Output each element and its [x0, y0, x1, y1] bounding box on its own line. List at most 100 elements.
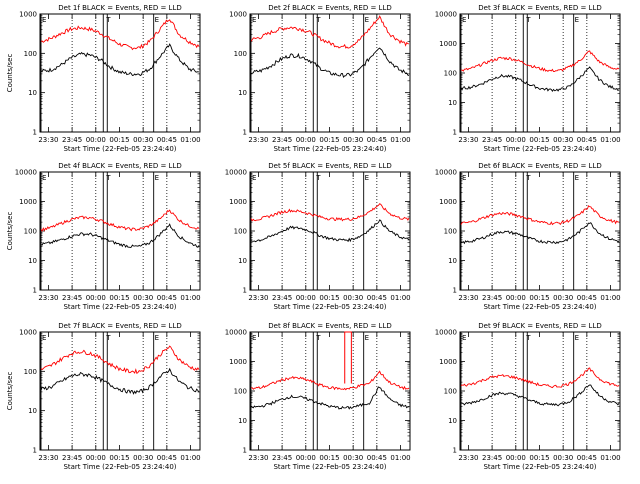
marker-label: T: [315, 174, 321, 182]
x-tick-label: 00:45: [577, 294, 597, 302]
marker-label: T: [525, 174, 531, 182]
x-axis-label: Start Time (22-Feb-05 23:24:40): [63, 145, 176, 153]
y-tick-label: 100: [234, 388, 247, 396]
x-tick-label: 00:15: [529, 454, 549, 462]
x-tick-label: 00:45: [577, 454, 597, 462]
y-tick-label: 100: [234, 228, 247, 236]
panel-title: Det 6f BLACK = Events, RED = LLD: [478, 162, 601, 170]
transition-marker-band: [312, 13, 318, 133]
panel-title: Det 3f BLACK = Events, RED = LLD: [478, 4, 601, 12]
x-tick-label: 01:00: [600, 294, 620, 302]
x-tick-label: 00:15: [529, 294, 549, 302]
panel-det-1: Det 1f BLACK = Events, RED = LLD 1 10 100 10…: [6, 4, 201, 153]
x-tick-label: 01:00: [600, 136, 620, 144]
x-axis-label: Start Time (22-Feb-05 23:24:40): [483, 303, 596, 311]
marker-label: T: [315, 334, 321, 342]
y-axis-label: Counts/sec: [6, 372, 14, 411]
y-tick-label: 10: [28, 257, 37, 265]
plot-frame: [249, 171, 411, 291]
plot-frame: [459, 171, 621, 291]
plot-frame: [249, 13, 411, 133]
x-tick-label: 23:30: [458, 294, 478, 302]
x-tick-label: 23:30: [248, 454, 268, 462]
y-tick-label: 1000: [439, 40, 457, 48]
x-tick-label: 00:30: [343, 294, 363, 302]
x-tick-label: 00:30: [133, 454, 153, 462]
x-tick-label: 23:45: [482, 294, 502, 302]
y-tick-label: 100: [24, 50, 37, 58]
y-tick-label: 10: [448, 417, 457, 425]
x-tick-label: 00:15: [529, 136, 549, 144]
x-axis-label: Start Time (22-Feb-05 23:24:40): [273, 145, 386, 153]
y-tick-label: 100: [444, 70, 457, 78]
y-tick-label: 1: [33, 287, 37, 295]
x-tick-label: 00:00: [296, 136, 316, 144]
x-tick-label: 23:45: [62, 294, 82, 302]
panel-det-9: Det 9f BLACK = Events, RED = LLD 1 10 100 10…: [435, 322, 621, 471]
lld-series-red: [250, 203, 410, 222]
marker-label: E: [462, 16, 466, 24]
x-tick-label: 23:30: [38, 294, 58, 302]
plot-frame: [39, 331, 201, 451]
x-tick-label: 23:45: [272, 136, 292, 144]
lld-series-red: [460, 50, 620, 73]
plot-frame: [459, 331, 621, 451]
x-tick-label: 00:45: [157, 454, 177, 462]
marker-label: E: [42, 334, 46, 342]
x-tick-label: 00:00: [86, 136, 106, 144]
x-axis-label: Start Time (22-Feb-05 23:24:40): [483, 145, 596, 153]
events-series-black: [40, 223, 200, 248]
x-tick-label: 00:45: [577, 136, 597, 144]
y-tick-label: 1000: [439, 358, 457, 366]
y-tick-label: 10: [28, 89, 37, 97]
y-tick-label: 100: [24, 368, 37, 376]
panel-det-8: Det 8f BLACK = Events, RED = LLD 1 10 100 10…: [225, 322, 411, 471]
events-series-black: [461, 384, 620, 407]
transition-marker-band: [522, 171, 528, 291]
y-tick-label: 10000: [225, 169, 247, 177]
y-tick-label: 1: [33, 129, 37, 137]
plot-frame: [39, 171, 201, 291]
y-tick-label: 1: [243, 447, 247, 455]
x-tick-label: 00:30: [553, 294, 573, 302]
panel-title: Det 5f BLACK = Events, RED = LLD: [268, 162, 391, 170]
y-tick-label: 1000: [19, 11, 37, 19]
lld-series-red: [460, 205, 619, 226]
events-series-black: [250, 219, 410, 243]
marker-label: E: [155, 174, 159, 182]
events-series-black: [460, 222, 620, 245]
y-tick-label: 1000: [229, 358, 247, 366]
x-tick-label: 00:15: [319, 136, 339, 144]
x-tick-label: 00:45: [367, 294, 387, 302]
x-tick-label: 00:00: [296, 454, 316, 462]
x-tick-label: 00:45: [157, 294, 177, 302]
plot-frame: [39, 13, 201, 133]
y-axis-label: Counts/sec: [6, 212, 14, 251]
lld-series-red: [40, 19, 200, 51]
lld-series-red: [250, 15, 410, 49]
transition-marker-band: [312, 171, 318, 291]
transition-marker-band: [102, 13, 108, 133]
panel-det-7: Det 7f BLACK = Events, RED = LLD 1 10 100 10…: [6, 322, 201, 471]
x-tick-label: 00:00: [506, 294, 526, 302]
x-tick-label: 00:00: [506, 454, 526, 462]
marker-label: E: [42, 16, 46, 24]
panel-title: Det 1f BLACK = Events, RED = LLD: [58, 4, 181, 12]
transition-marker-band: [522, 331, 528, 451]
y-tick-label: 100: [24, 228, 37, 236]
y-tick-label: 10000: [435, 169, 457, 177]
x-tick-label: 00:00: [296, 294, 316, 302]
x-tick-label: 00:45: [367, 454, 387, 462]
y-tick-label: 10000: [435, 329, 457, 337]
y-tick-label: 1000: [19, 329, 37, 337]
marker-label: E: [155, 16, 159, 24]
x-tick-label: 23:45: [272, 294, 292, 302]
y-tick-label: 10000: [435, 11, 457, 19]
y-tick-label: 1: [243, 287, 247, 295]
y-tick-label: 100: [234, 50, 247, 58]
panel-det-4: Det 4f BLACK = Events, RED = LLD 1 10 100 10…: [6, 162, 201, 311]
marker-label: E: [462, 334, 466, 342]
events-series-black: [460, 66, 620, 93]
marker-label: E: [462, 174, 466, 182]
